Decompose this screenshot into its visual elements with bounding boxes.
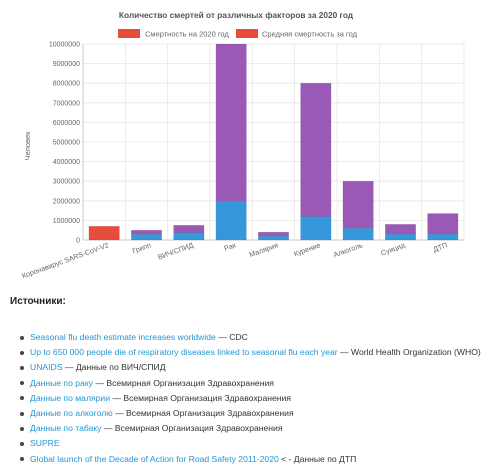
- source-note: — Всемирная Организация Здравохранения: [92, 377, 274, 388]
- source-link[interactable]: Данные по алкоголю: [30, 408, 113, 419]
- x-tick-label: Грипп: [131, 240, 152, 255]
- source-note: — Всемирная Организация Здравохранения: [112, 408, 294, 419]
- chart-title: Количество смертей от различных факторов…: [119, 10, 354, 20]
- y-tick-label: 10000000: [49, 42, 80, 49]
- bar-segment[interactable]: [342, 180, 374, 229]
- source-item: Данные по малярии — Всемирная Организаци…: [20, 391, 494, 406]
- source-link[interactable]: Данные по табаку: [30, 423, 102, 434]
- y-tick-label: 2000000: [53, 198, 80, 205]
- source-note: — CDC: [215, 332, 248, 342]
- sources-title: Источники:: [10, 296, 66, 307]
- legend: Смертность на 2020 год Средняя смертност…: [118, 29, 358, 39]
- bar-segment[interactable]: [427, 213, 459, 235]
- y-axis-ticks: 0 1000000 2000000 3000000 4000000 5000000 6000…: [49, 42, 80, 245]
- x-tick-label: Алкоголь: [332, 240, 364, 259]
- source-item: Данные по раку — Всемирная Организация З…: [20, 376, 494, 391]
- legend-swatch-1[interactable]: [118, 29, 140, 38]
- bar-segment[interactable]: [173, 225, 205, 233]
- bar-segment[interactable]: [88, 226, 120, 241]
- bar-segment[interactable]: [300, 82, 332, 217]
- y-tick-label: 0: [76, 238, 80, 245]
- source-link[interactable]: Seasonal flu death estimate increases wo…: [30, 332, 216, 342]
- bar-segment[interactable]: [385, 224, 416, 235]
- bar-segment[interactable]: [427, 233, 459, 241]
- y-tick-label: 1000000: [53, 218, 80, 225]
- bar-segment[interactable]: [173, 232, 205, 241]
- y-tick-label: 4000000: [53, 159, 80, 166]
- x-tick-label: ДТП: [432, 240, 449, 253]
- source-link[interactable]: Данные по раку: [30, 377, 93, 388]
- source-link[interactable]: UNAIDS: [30, 362, 63, 373]
- deaths-chart: Количество смертей от различных факторов…: [21, 10, 465, 280]
- bar-segment[interactable]: [131, 229, 162, 235]
- source-item: Данные по табаку — Всемирная Организация…: [20, 421, 494, 436]
- y-tick-label: 8000000: [53, 81, 80, 88]
- legend-swatch-2[interactable]: [236, 29, 258, 38]
- bar-segment[interactable]: [385, 233, 416, 241]
- source-note: — Всемирная Организация Здравохранения: [110, 392, 291, 403]
- bar-segment[interactable]: [258, 231, 289, 237]
- source-item: Данные по алкоголю — Всемирная Организац…: [20, 406, 494, 421]
- y-tick-label: 9000000: [53, 61, 80, 68]
- source-item: Global launch of the Decade of Action fo…: [20, 452, 494, 467]
- x-tick-label: Коронавирус SARS-CoV-V2: [21, 240, 110, 280]
- y-tick-label: 6000000: [53, 120, 80, 127]
- legend-label-2[interactable]: Средняя смертность за год: [262, 30, 358, 39]
- source-note: — Всемирная Организация Здравохранения: [101, 423, 283, 434]
- y-tick-label: 5000000: [53, 140, 80, 147]
- bar-segment[interactable]: [258, 235, 289, 241]
- y-tick-label: 7000000: [53, 100, 80, 107]
- sources-list: Seasonal flu death estimate increases wo…: [10, 330, 494, 467]
- source-item: UNAIDS — Данные по ВИЧ/СПИД: [20, 360, 494, 375]
- source-item: SUPRE: [20, 436, 494, 451]
- x-axis-labels: Коронавирус SARS-CoV-V2 Грипп ВИЧ/СПИД Рак М…: [21, 240, 449, 280]
- legend-label-1[interactable]: Смертность на 2020 год: [145, 30, 229, 39]
- source-note: < - Данные по ДТП: [278, 453, 357, 464]
- bar-segment[interactable]: [300, 216, 332, 241]
- x-tick-label: Суицид: [379, 240, 406, 257]
- source-item: Seasonal flu death estimate increases wo…: [20, 330, 494, 345]
- source-link[interactable]: Global launch of the Decade of Action fo…: [30, 453, 279, 464]
- bar-segment[interactable]: [131, 234, 162, 241]
- source-link[interactable]: Данные по малярии: [30, 392, 110, 403]
- source-item: Up to 650 000 people die of respiratory …: [20, 345, 494, 360]
- bar-segment[interactable]: [342, 227, 374, 241]
- y-tick-label: 3000000: [53, 179, 80, 186]
- x-tick-label: Рак: [223, 240, 238, 253]
- source-note: — World Health Organization (WHO): [337, 347, 481, 358]
- sources-section: Источники: Seasonal flu death estimate i…: [10, 296, 494, 467]
- grid-lines: [82, 43, 465, 241]
- x-tick-label: Курение: [292, 240, 321, 258]
- bars: [88, 43, 459, 241]
- source-note: — Данные по ВИЧ/СПИД: [62, 362, 166, 373]
- source-link[interactable]: Up to 650 000 people die of respiratory …: [30, 347, 338, 358]
- x-tick-label: ВИЧ/СПИД: [157, 240, 195, 261]
- bar-segment[interactable]: [215, 43, 247, 202]
- y-axis-label: Человек: [23, 131, 32, 161]
- source-link[interactable]: SUPRE: [30, 438, 60, 449]
- x-tick-label: Малярия: [248, 240, 279, 259]
- bar-segment[interactable]: [215, 200, 247, 241]
